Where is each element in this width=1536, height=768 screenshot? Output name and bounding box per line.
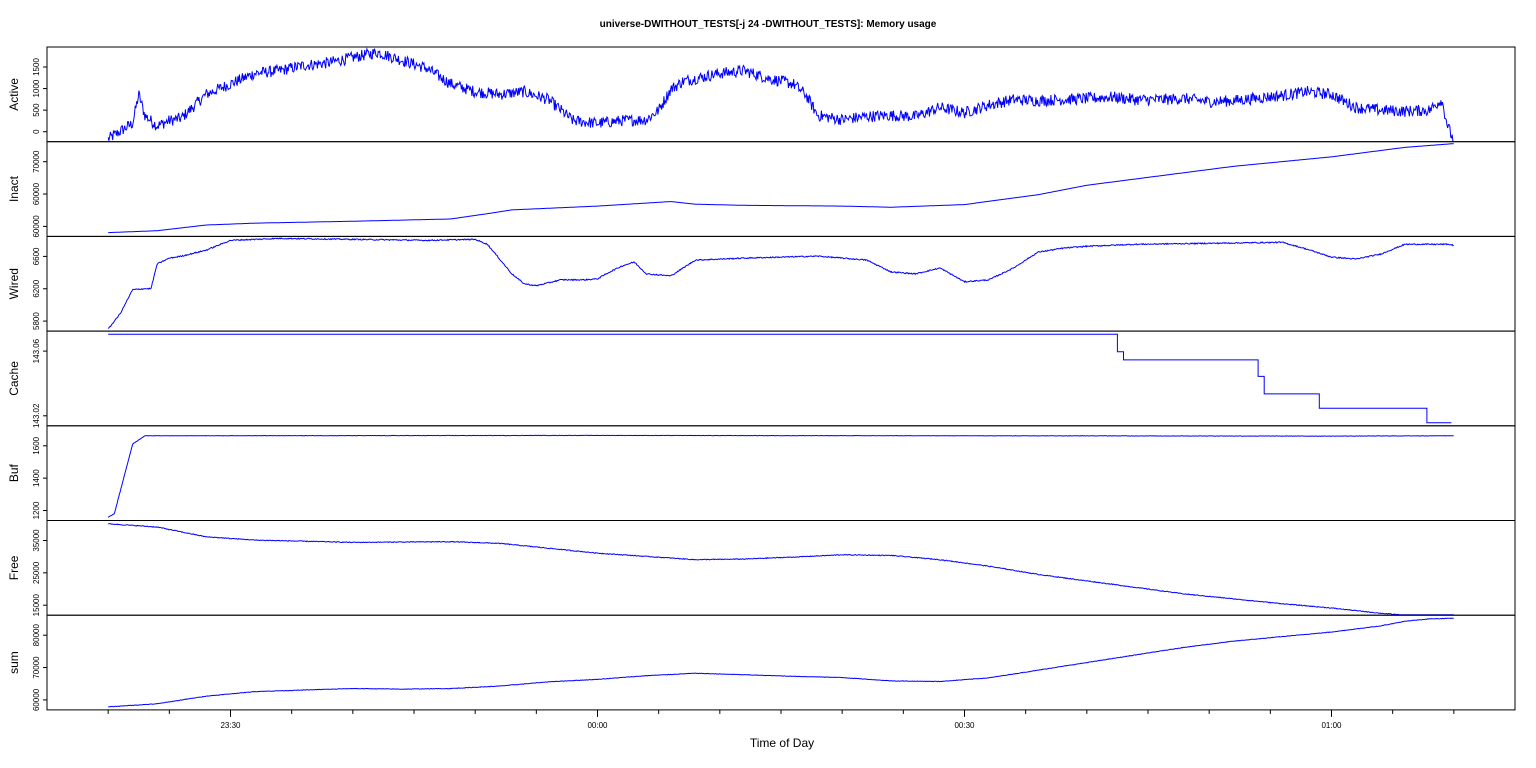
y-tick-label: 80000 bbox=[32, 624, 41, 647]
y-tick-label: 5800 bbox=[32, 312, 41, 330]
series-line-cache bbox=[108, 333, 1452, 424]
panel-frame bbox=[46, 330, 1516, 427]
panel-active: Active 0 500 1000 1500 bbox=[7, 46, 1516, 143]
panel-buf: Buf 1200 1400 1600 bbox=[7, 425, 1516, 521]
series-line-free bbox=[107, 523, 1454, 616]
y-tick-label: 60000 bbox=[32, 688, 41, 711]
y-tick-label: 6200 bbox=[32, 279, 41, 297]
y-tick-label: 35000 bbox=[32, 529, 41, 552]
chart-title: universe-DWITHOUT_TESTS[-j 24 -DWITHOUT_… bbox=[600, 19, 937, 30]
x-axis-label: Time of Day bbox=[750, 736, 814, 750]
y-tick-label: 1400 bbox=[32, 469, 41, 487]
panel-frame bbox=[46, 425, 1516, 521]
y-axis-label: Buf bbox=[7, 463, 21, 482]
y-tick-label: 1200 bbox=[32, 501, 41, 519]
y-tick-label: 143.06 bbox=[32, 338, 41, 363]
panel-wired: Wired 5800 6200 6600 bbox=[7, 235, 1516, 332]
y-tick-label: 70000 bbox=[32, 656, 41, 679]
x-tick-label: 00:30 bbox=[954, 721, 975, 730]
panel-frame bbox=[46, 141, 1516, 237]
series-line-active bbox=[107, 46, 1454, 142]
y-tick-label: 6600 bbox=[32, 247, 41, 265]
y-axis-label: Wired bbox=[7, 268, 21, 299]
y-tick-label: 60000 bbox=[32, 182, 41, 205]
panel-free: Free 15000 25000 35000 bbox=[7, 520, 1516, 617]
panel-cache: Cache 143.02 143.06 bbox=[7, 330, 1516, 428]
y-tick-label: 15000 bbox=[32, 594, 41, 617]
y-tick-label: 1000 bbox=[32, 79, 41, 97]
y-tick-label: 25000 bbox=[32, 561, 41, 584]
x-tick-label: 23:30 bbox=[220, 721, 241, 730]
y-tick-label: 70000 bbox=[32, 150, 41, 173]
series-line-buf bbox=[107, 434, 1454, 518]
series-line-wired bbox=[107, 237, 1454, 329]
y-tick-label: 60000 bbox=[32, 215, 41, 238]
panel-inact: Inact 60000 60000 70000 bbox=[7, 141, 1516, 238]
y-tick-label: 1500 bbox=[32, 58, 41, 76]
y-tick-label: 500 bbox=[32, 103, 41, 117]
series-line-sum bbox=[108, 617, 1454, 708]
chart-panels: Active 0 500 1000 1500 Inact 60000 60000 70000 Wi… bbox=[7, 46, 1516, 711]
panel-frame bbox=[46, 614, 1516, 711]
y-tick-label: 0 bbox=[32, 129, 41, 134]
y-axis-label: Cache bbox=[7, 361, 21, 396]
panel-frame bbox=[46, 235, 1516, 332]
x-tick-label: 01:00 bbox=[1321, 721, 1342, 730]
y-tick-label: 1600 bbox=[32, 436, 41, 454]
y-axis-label: sum bbox=[7, 651, 21, 674]
series-line-inact bbox=[108, 143, 1454, 234]
panel-sum: sum 60000 70000 80000 bbox=[7, 614, 1516, 711]
y-axis-label: Free bbox=[7, 555, 21, 580]
panel-frame bbox=[46, 520, 1516, 616]
x-tick-label: 00:00 bbox=[587, 721, 608, 730]
x-axis: 23:30 00:00 00:30 01:00 bbox=[107, 709, 1455, 730]
y-axis-label: Active bbox=[7, 78, 21, 111]
panel-frame bbox=[46, 46, 1516, 143]
y-tick-label: 143.02 bbox=[32, 403, 41, 428]
y-axis-label: Inact bbox=[7, 175, 21, 202]
